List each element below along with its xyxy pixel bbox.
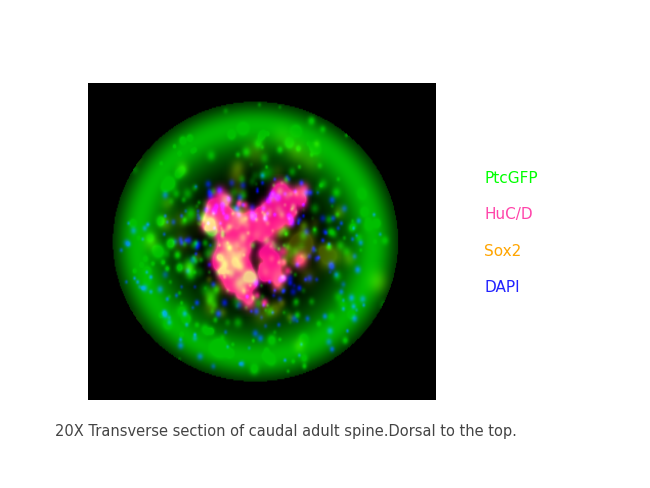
Text: HuC/D: HuC/D <box>484 207 533 222</box>
Text: Sox2: Sox2 <box>484 244 521 259</box>
Text: 20X Transverse section of caudal adult spine.Dorsal to the top.: 20X Transverse section of caudal adult s… <box>55 425 517 439</box>
Text: DAPI: DAPI <box>484 281 520 295</box>
Text: PtcGFP: PtcGFP <box>484 171 538 185</box>
